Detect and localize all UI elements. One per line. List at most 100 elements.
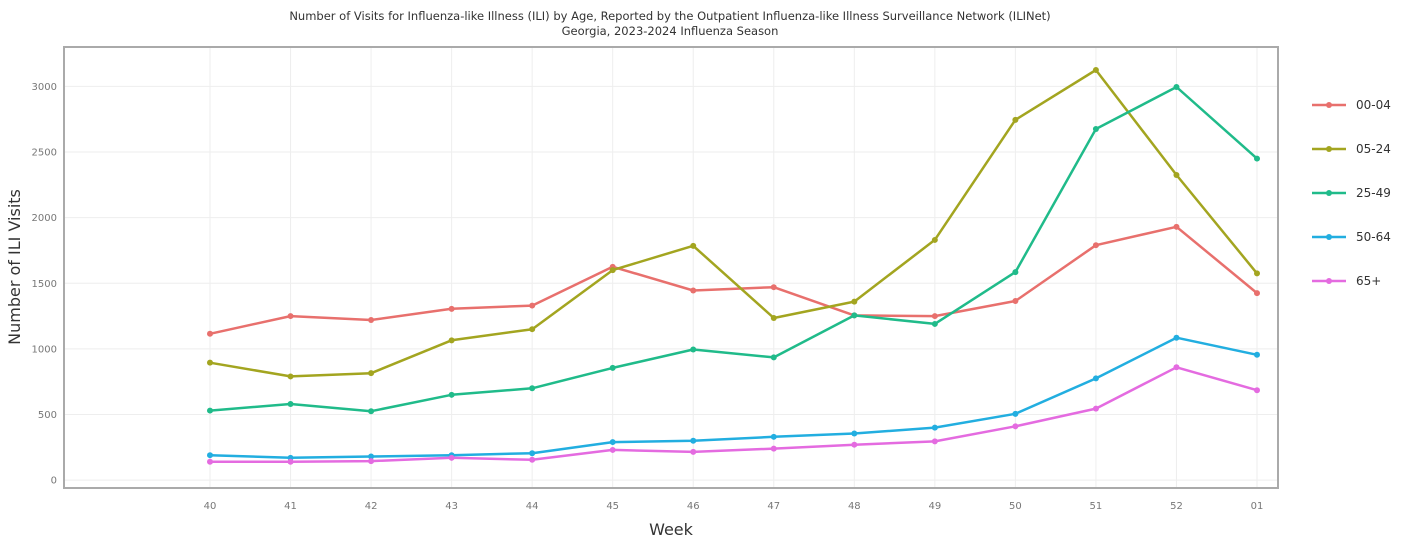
data-point <box>529 302 536 309</box>
data-point <box>1092 375 1099 382</box>
y-axis-title: Number of ILI Visits <box>5 189 24 345</box>
data-point <box>529 450 536 457</box>
data-point <box>1254 155 1260 162</box>
legend-item: 50-64 <box>1312 230 1391 244</box>
chart-subtitle: Georgia, 2023-2024 Influenza Season <box>561 24 779 38</box>
data-point <box>931 236 938 243</box>
data-point <box>609 439 616 446</box>
data-point <box>609 446 616 453</box>
y-tick-label: 1500 <box>32 279 57 290</box>
x-tick-label: 51 <box>1090 501 1103 512</box>
y-tick-label: 500 <box>38 410 57 421</box>
series-line <box>208 85 1259 413</box>
series-lines <box>207 66 1260 465</box>
legend-swatch-marker <box>1326 278 1332 284</box>
data-point <box>1012 297 1019 304</box>
data-point <box>1092 405 1099 412</box>
data-point <box>448 391 455 398</box>
data-point <box>851 430 858 437</box>
data-point <box>1254 270 1260 277</box>
data-point <box>287 458 294 465</box>
data-point <box>1092 66 1099 73</box>
y-tick-label: 1000 <box>32 344 57 355</box>
data-point <box>368 408 375 415</box>
x-tick-label: 45 <box>606 501 619 512</box>
data-point <box>207 458 213 465</box>
y-tick-label: 2500 <box>32 148 57 159</box>
data-point <box>207 407 213 414</box>
data-point <box>690 242 697 249</box>
x-tick-label: 52 <box>1170 501 1183 512</box>
legend-label: 65+ <box>1356 274 1381 288</box>
data-point <box>851 298 858 305</box>
data-point <box>368 370 375 377</box>
data-point <box>770 284 777 291</box>
data-point <box>287 373 294 380</box>
data-point <box>1254 351 1260 358</box>
data-point <box>1012 410 1019 417</box>
x-tick-label: 01 <box>1251 501 1264 512</box>
x-tick-label: 47 <box>767 501 780 512</box>
data-point <box>1173 84 1180 91</box>
series-line <box>208 336 1259 460</box>
data-point <box>690 437 697 444</box>
data-point <box>448 454 455 461</box>
data-point <box>690 287 697 294</box>
data-point <box>207 452 213 459</box>
data-point <box>770 445 777 452</box>
chart-title: Number of Visits for Influenza-like Illn… <box>0 9 1340 39</box>
data-point <box>287 313 294 320</box>
data-point <box>287 401 294 407</box>
grid-lines <box>64 47 1278 488</box>
data-point <box>448 305 455 312</box>
data-point <box>529 326 536 333</box>
legend-item: 65+ <box>1312 274 1381 288</box>
data-point <box>1254 387 1260 394</box>
data-point <box>1173 364 1180 371</box>
data-point <box>851 312 858 319</box>
series-25-49 <box>207 84 1260 415</box>
x-axis-ticks: 40 41 42 43 44 45 46 47 48 49 50 51 52 01 <box>204 501 1264 512</box>
series-line <box>208 225 1259 336</box>
chart-title-line1: Number of Visits for Influenza-like Illn… <box>289 9 1051 23</box>
data-point <box>851 441 858 448</box>
data-point <box>1173 171 1180 178</box>
x-tick-label: 44 <box>526 501 539 512</box>
data-point <box>529 385 536 392</box>
data-point <box>1092 242 1099 249</box>
x-tick-label: 43 <box>445 501 458 512</box>
series-line <box>208 68 1259 378</box>
y-tick-label: 2000 <box>32 213 57 224</box>
legend-label: 05-24 <box>1356 142 1391 156</box>
data-point <box>1012 423 1019 430</box>
data-point <box>368 458 375 465</box>
data-point <box>770 433 777 440</box>
data-point <box>1254 290 1260 297</box>
x-axis-title: Week <box>649 520 694 539</box>
data-point <box>1012 116 1019 123</box>
data-point <box>207 359 213 366</box>
data-point <box>1173 334 1180 341</box>
data-point <box>690 448 697 455</box>
legend-swatch-marker <box>1326 102 1332 108</box>
legend-swatch-marker <box>1326 190 1332 196</box>
series-65+ <box>207 364 1260 465</box>
data-point <box>609 267 616 274</box>
data-point <box>529 456 536 463</box>
data-point <box>931 424 938 431</box>
legend-label: 00-04 <box>1356 98 1391 112</box>
data-point <box>448 337 455 344</box>
legend-item: 00-04 <box>1312 98 1391 112</box>
x-tick-label: 42 <box>365 501 378 512</box>
data-point <box>931 438 938 445</box>
series-50-64 <box>207 334 1260 461</box>
y-axis-ticks: 0 500 1000 1500 2000 2500 3000 <box>32 82 57 487</box>
data-point <box>1173 223 1180 230</box>
series-05-24 <box>207 66 1260 380</box>
y-tick-label: 0 <box>51 476 57 487</box>
data-point <box>609 364 616 371</box>
x-tick-label: 46 <box>687 501 700 512</box>
data-point <box>931 313 938 320</box>
x-tick-label: 41 <box>284 501 297 512</box>
legend-label: 25-49 <box>1356 186 1391 200</box>
